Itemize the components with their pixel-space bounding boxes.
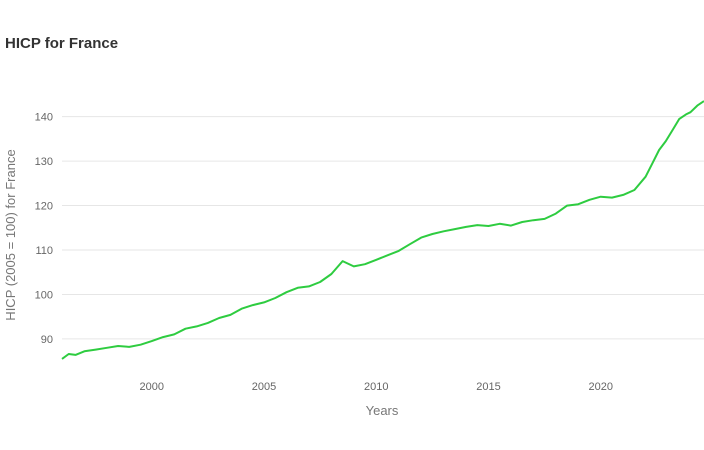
series-lines bbox=[61, 100, 704, 360]
y-axis-ticks: 90 100 110 120 130 140 bbox=[35, 112, 53, 346]
x-tick-label: 2015 bbox=[476, 381, 500, 393]
chart-title: HICP for France bbox=[5, 35, 119, 52]
y-tick-label: 100 bbox=[35, 289, 53, 301]
x-tick-label: 2020 bbox=[588, 381, 612, 393]
y-axis-title: HICP (2005 = 100) for France bbox=[3, 149, 18, 320]
y-tick-label: 140 bbox=[35, 112, 53, 124]
series-line-0 bbox=[61, 100, 704, 360]
gridlines bbox=[62, 116, 704, 340]
y-tick-label: 90 bbox=[41, 334, 53, 346]
y-tick-label: 110 bbox=[35, 245, 53, 257]
x-tick-label: 2005 bbox=[252, 381, 276, 393]
x-axis-ticks: 2000 2005 2010 2015 2020 bbox=[140, 381, 613, 393]
x-axis-title: Years bbox=[366, 403, 399, 418]
x-tick-label: 2000 bbox=[140, 381, 164, 393]
y-tick-label: 130 bbox=[35, 156, 53, 168]
y-tick-label: 120 bbox=[35, 201, 53, 213]
x-tick-label: 2010 bbox=[364, 381, 388, 393]
